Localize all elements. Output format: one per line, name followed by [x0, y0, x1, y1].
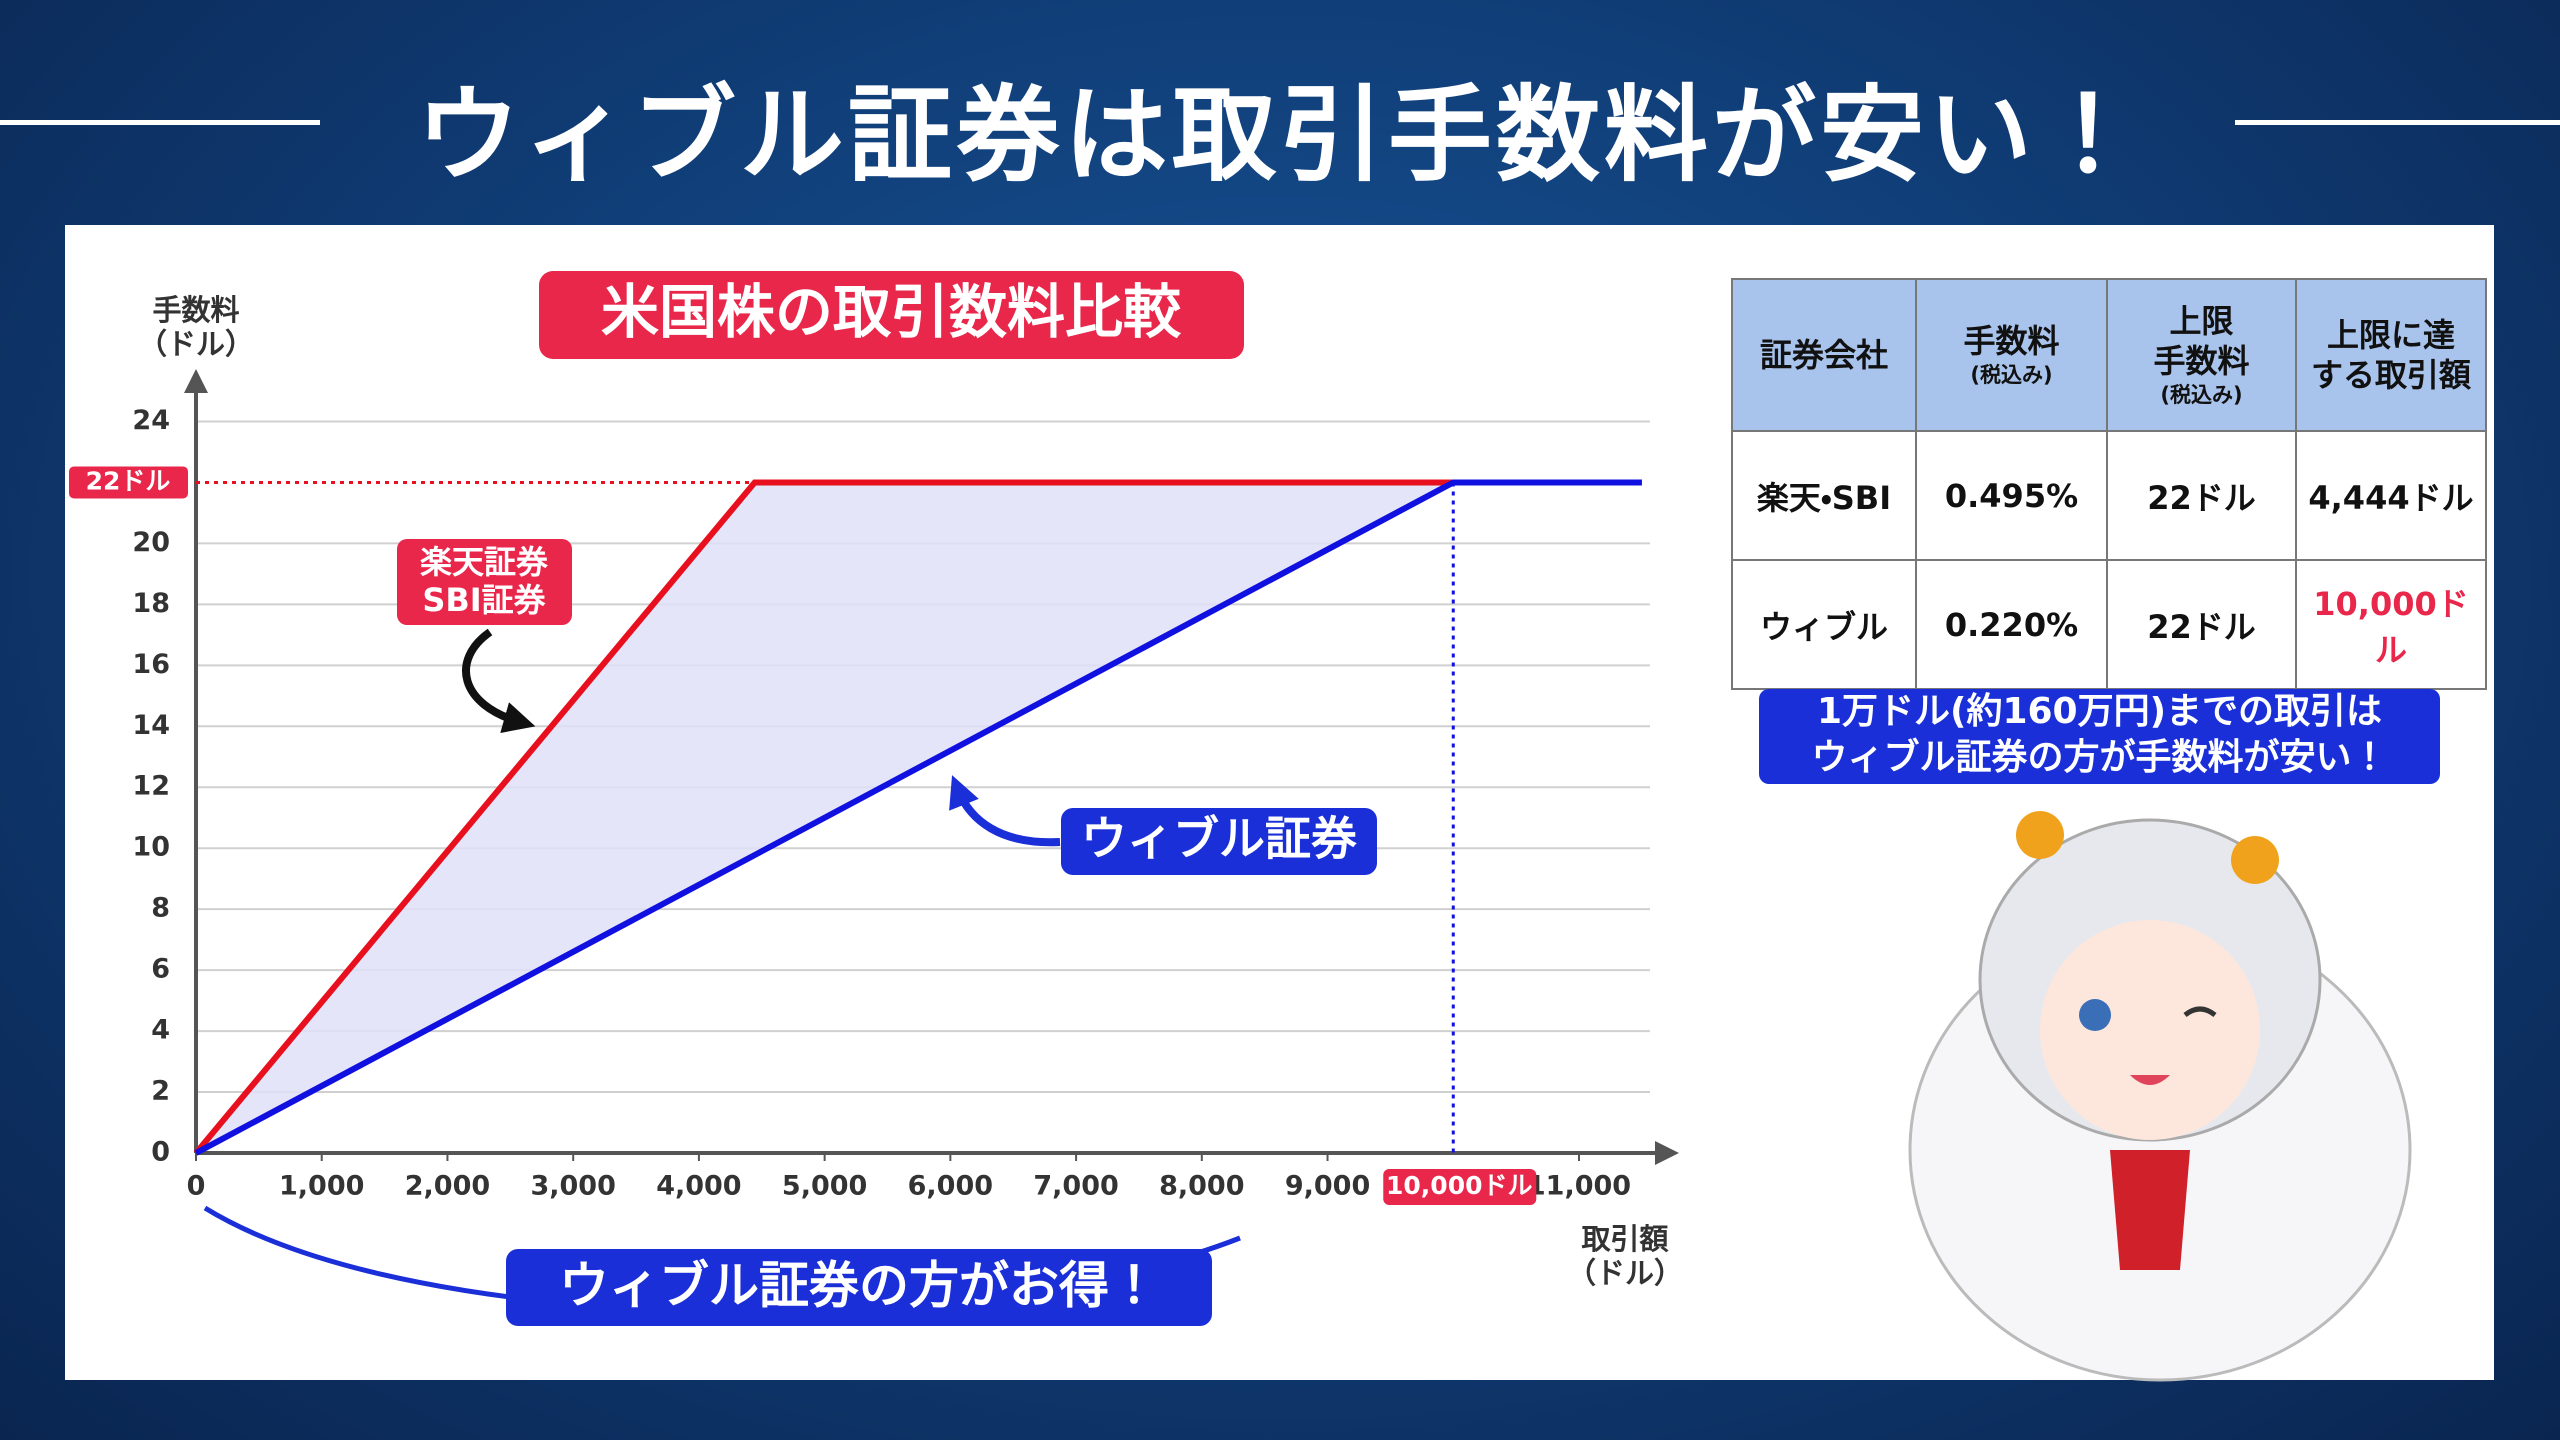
callout-text: ウィブル証券の方がお得！: [559, 1257, 1159, 1315]
header-cell: 上限 手数料 (税込み): [2106, 278, 2297, 432]
header-cell: 上限に達 する取引額: [2295, 278, 2487, 432]
x-tick-label: 5,000: [782, 1171, 867, 1202]
y-tick-label: 6: [151, 954, 170, 985]
table-cell: 10,000ドル: [2295, 559, 2487, 690]
y-tick-label: 0: [151, 1137, 170, 1168]
callout-arrow: [949, 775, 1061, 847]
header-note: (税込み): [1970, 363, 2053, 387]
header-text: 手数料: [2153, 342, 2250, 380]
y-tick-label: 24: [132, 405, 170, 436]
note-box: 1万ドル(約160万円)までの取引は ウィブル証券の方が手数料が安い！: [1759, 689, 2440, 784]
x-axis-label: （ドル）: [1567, 1256, 1683, 1290]
title-rule: [0, 120, 320, 125]
table-cell: 22ドル: [2106, 430, 2297, 561]
x-marker-label: 10,000ドル: [1386, 1171, 1532, 1200]
series-label-box: [397, 539, 572, 625]
title-rule: [2235, 120, 2560, 125]
header-text: する取引額: [2310, 356, 2471, 394]
y-axis-label: （ドル）: [138, 327, 254, 361]
table-cell: 4,444ドル: [2295, 430, 2487, 561]
header-cell: 証券会社: [1731, 278, 1917, 432]
x-tick-label: 4,000: [656, 1171, 741, 1202]
chart-title-box: [539, 271, 1244, 359]
page-title: ウィブル証券は取引手数料が安い！: [415, 74, 2144, 196]
x-tick-label: 8,000: [1159, 1171, 1244, 1202]
y-tick-label: 2: [151, 1076, 170, 1107]
series-label: 楽天証券: [420, 543, 548, 581]
y-tick-label: 18: [132, 588, 170, 619]
x-tick-label: 6,000: [908, 1171, 993, 1202]
series-line: [194, 479, 1642, 1156]
y-tick-label: 16: [132, 649, 170, 680]
series-label: SBI証券: [422, 581, 545, 619]
y-tick-label: 8: [151, 893, 170, 924]
header-note: (税込み): [2160, 383, 2243, 407]
x-axis-label: 取引額: [1581, 1222, 1669, 1256]
note-text: 1万ドル(約160万円)までの取引は: [1816, 691, 2383, 732]
fee-table: 証券会社 手数料 (税込み) 上限 手数料 (税込み) 上限に達 する取引額 楽天・SBI 0.4…: [1731, 278, 2487, 690]
table-row: 楽天・SBI 0.495% 22ドル 4,444ドル: [1731, 430, 2487, 561]
table-cell: 楽天・SBI: [1731, 430, 1917, 561]
y-tick-label: 4: [151, 1015, 170, 1046]
x-tick-label: 1,000: [279, 1171, 364, 1202]
note-text: ウィブル証券の方が手数料が安い！: [1811, 737, 2388, 778]
y-marker-label: 22ドル: [86, 466, 171, 495]
table-header-row: 証券会社 手数料 (税込み) 上限 手数料 (税込み) 上限に達 する取引額: [1731, 278, 2487, 432]
series-line: [193, 479, 1642, 1155]
x-tick-label: 9,000: [1285, 1171, 1370, 1202]
chart-title: 米国株の取引数料比較: [601, 278, 1182, 346]
x-tick-label: 2,000: [405, 1171, 490, 1202]
y-marker-badge: [69, 466, 188, 499]
table-row: ウィブル 0.220% 22ドル 10,000ドル: [1731, 559, 2487, 690]
y-tick-label: 10: [132, 832, 170, 863]
gap-area: [196, 482, 1642, 1153]
x-tick-label: 0: [187, 1171, 206, 1202]
x-tick-label: 7,000: [1033, 1171, 1118, 1202]
table-cell: 0.495%: [1915, 430, 2108, 561]
header-cell: 手数料 (税込み): [1915, 278, 2108, 432]
header-text: 証券会社: [1759, 336, 1888, 374]
x-tick-label: 11,000: [1527, 1171, 1631, 1202]
y-tick-label: 14: [132, 710, 170, 741]
series-label-box: [1061, 808, 1377, 875]
header-text: 手数料: [1963, 322, 2060, 360]
x-tick-label: 3,000: [530, 1171, 615, 1202]
callout-arrow: [462, 628, 536, 734]
mascot: [1908, 811, 2412, 1382]
y-tick-label: 20: [132, 527, 170, 558]
header-text: 上限に達: [2326, 316, 2455, 354]
x-marker-badge: [1383, 1169, 1537, 1205]
header-text: 上限: [2169, 302, 2234, 340]
table-cell: ウィブル: [1731, 559, 1917, 690]
table-cell: 22ドル: [2106, 559, 2297, 690]
y-tick-label: 12: [132, 771, 170, 802]
y-axis-label: 手数料: [152, 293, 239, 327]
table-cell: 0.220%: [1915, 559, 2108, 690]
callout-box: [506, 1249, 1212, 1326]
series-label: ウィブル証券: [1081, 812, 1357, 866]
